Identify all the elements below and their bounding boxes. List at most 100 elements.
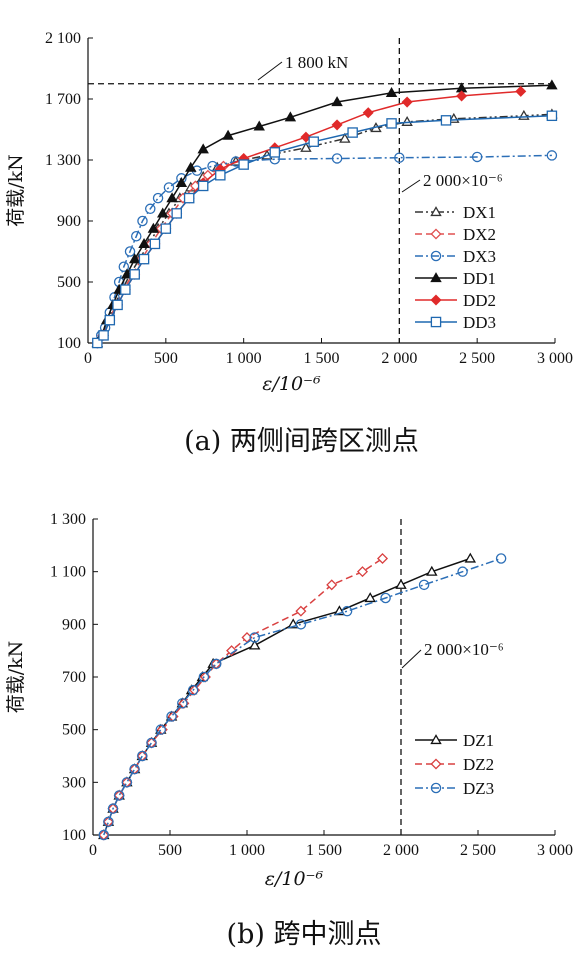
- data-point-dz1: [395, 578, 407, 589]
- data-point-dd1: [166, 192, 178, 203]
- data-point-dd3: [546, 110, 558, 122]
- x-tick-label: 2 000: [381, 350, 417, 367]
- y-tick-label: 2 100: [45, 30, 81, 47]
- y-tick-label: 700: [62, 669, 86, 686]
- x-tick-label: 500: [158, 842, 182, 859]
- data-point-dd3: [171, 208, 182, 219]
- data-point-dd1: [197, 143, 209, 154]
- legend-label-dd3: DD3: [463, 313, 496, 332]
- data-point-dx1: [339, 132, 351, 143]
- data-point-dz3: [380, 592, 391, 604]
- y-axis-label: 荷载/kN: [5, 641, 27, 714]
- data-point-dd3: [197, 180, 209, 192]
- data-point-dd1: [331, 96, 343, 107]
- data-point-dz3: [129, 763, 140, 775]
- x-tick-label: 2 500: [459, 350, 495, 367]
- data-point-dz2: [295, 605, 307, 617]
- data-point-dx3: [145, 203, 156, 215]
- legend-label-dx3: DX3: [463, 247, 496, 266]
- legend-marker-dx3: [430, 250, 442, 262]
- legend-marker-dd2: [430, 294, 442, 306]
- reference-label: 2 000×10⁻⁶: [423, 171, 503, 190]
- legend-label-dx2: DX2: [463, 225, 496, 244]
- data-point-dx3: [331, 153, 343, 164]
- data-point-dz3: [155, 724, 167, 735]
- data-point-dd3: [440, 115, 452, 126]
- data-point-dz3: [103, 816, 114, 828]
- series-line-dx2: [96, 159, 244, 344]
- x-tick-label: 1 500: [306, 842, 342, 859]
- data-point-dd3: [215, 169, 226, 181]
- data-point-dz1: [364, 592, 376, 603]
- legend-marker-dz1: [430, 734, 442, 745]
- data-point-dd1: [175, 176, 188, 187]
- data-point-dd3: [104, 314, 116, 326]
- data-point-dd2: [456, 90, 468, 102]
- data-point-dd3: [269, 147, 281, 158]
- data-point-dx3: [118, 261, 130, 272]
- legend-marker-dx1: [430, 206, 442, 217]
- reference-leader-line: [401, 649, 422, 669]
- chart-caption: (b) 跨中测点: [227, 919, 382, 950]
- y-tick-label: 1 100: [50, 564, 86, 581]
- data-point-dd2: [515, 85, 527, 97]
- y-tick-label: 500: [62, 722, 86, 739]
- data-point-dx3: [124, 246, 136, 257]
- y-tick-label: 1 300: [50, 511, 86, 528]
- legend-marker-dx2: [430, 228, 442, 240]
- data-point-dz3: [341, 605, 353, 617]
- data-point-dz3: [295, 619, 307, 630]
- y-tick-label: 100: [62, 827, 86, 844]
- series-dx2: [91, 154, 250, 349]
- data-point-dd2: [401, 96, 413, 108]
- data-point-dz3: [137, 750, 148, 762]
- data-point-dz3: [121, 777, 133, 788]
- data-point-dz1: [248, 639, 261, 650]
- x-tick-label: 500: [154, 350, 178, 367]
- x-tick-label: 1 000: [229, 842, 265, 859]
- data-point-dd3: [183, 192, 195, 204]
- x-tick-label: 0: [84, 350, 92, 367]
- data-point-dz2: [326, 579, 338, 591]
- reference-label: 2 000×10⁻⁶: [424, 640, 504, 659]
- data-point-dd3: [347, 127, 358, 138]
- data-point-dd3: [149, 238, 161, 250]
- reference-leader-line: [401, 179, 421, 193]
- x-axis-label: ε/10⁻⁶: [262, 373, 321, 395]
- data-point-dd1: [156, 207, 169, 218]
- x-tick-label: 3 000: [537, 842, 573, 859]
- data-point-dd3: [308, 136, 319, 147]
- data-point-dd1: [128, 253, 141, 264]
- data-point-dd2: [331, 119, 343, 131]
- y-tick-label: 900: [57, 213, 81, 230]
- chart-b: 0 500 1 000 1 500 2 000 2 500 3 000 100 300 500 70…: [5, 511, 573, 950]
- legend-label-dd1: DD1: [463, 269, 496, 288]
- data-point-dx3: [207, 160, 218, 172]
- y-tick-label: 300: [62, 774, 86, 791]
- data-point-dz3: [177, 698, 188, 709]
- data-point-dz2: [377, 552, 389, 565]
- x-tick-label: 0: [89, 842, 97, 859]
- data-point-dd3: [98, 330, 109, 341]
- y-tick-label: 100: [57, 335, 81, 352]
- data-point-dz3: [249, 632, 260, 643]
- data-point-dd2: [300, 131, 312, 143]
- data-point-dd1: [284, 111, 297, 122]
- x-axis-label: ε/10⁻⁶: [265, 868, 324, 890]
- legend-marker-dd3: [430, 316, 442, 328]
- data-point-dd3: [160, 223, 172, 234]
- legend-label-dz3: DZ3: [463, 779, 494, 798]
- series-dx3: [92, 150, 558, 349]
- chart-caption: (a) 两侧间跨区测点: [184, 426, 419, 457]
- x-tick-label: 1 000: [226, 350, 262, 367]
- legend-marker-dz2: [430, 758, 442, 770]
- data-point-dd1: [253, 120, 265, 131]
- data-point-dz3: [107, 803, 119, 814]
- data-point-dx3: [152, 192, 164, 204]
- y-tick-label: 500: [57, 274, 81, 291]
- data-point-dz3: [187, 684, 199, 696]
- data-point-dz3: [210, 658, 222, 670]
- x-tick-label: 1 500: [304, 350, 340, 367]
- series-line-dx3: [96, 154, 552, 344]
- data-point-dd3: [238, 159, 249, 170]
